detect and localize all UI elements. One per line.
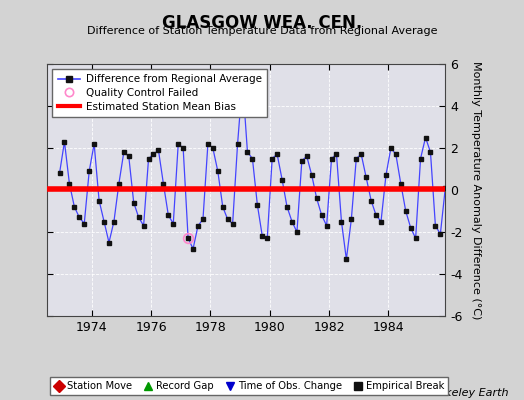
Text: GLASGOW WEA. CEN.: GLASGOW WEA. CEN. [162,14,362,32]
Text: Difference of Station Temperature Data from Regional Average: Difference of Station Temperature Data f… [87,26,437,36]
Legend: Station Move, Record Gap, Time of Obs. Change, Empirical Break: Station Move, Record Gap, Time of Obs. C… [50,377,448,395]
Legend: Difference from Regional Average, Quality Control Failed, Estimated Station Mean: Difference from Regional Average, Qualit… [52,69,267,117]
Text: Berkeley Earth: Berkeley Earth [426,388,508,398]
Y-axis label: Monthly Temperature Anomaly Difference (°C): Monthly Temperature Anomaly Difference (… [471,61,481,319]
